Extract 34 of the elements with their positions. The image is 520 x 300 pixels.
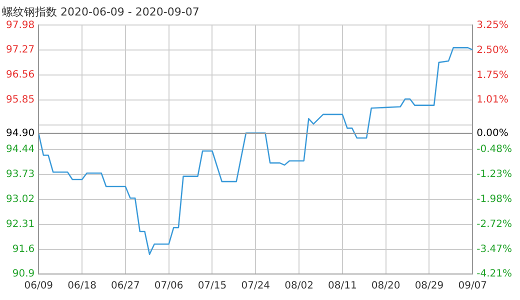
y-tick-label: 94.90 bbox=[6, 128, 35, 140]
y2-tick-label: 3.25% bbox=[476, 20, 508, 31]
y-tick-label: 94.44 bbox=[6, 144, 35, 156]
y-tick-label: 96.56 bbox=[6, 70, 35, 81]
y-tick-label: 95.85 bbox=[6, 94, 35, 106]
y2-tick-label: 0.00% bbox=[476, 128, 508, 140]
y2-tick-label: -1.98% bbox=[476, 194, 512, 206]
y2-tick-label: -0.48% bbox=[476, 144, 512, 156]
y2-tick-label: -1.23% bbox=[476, 169, 512, 180]
x-tick-label: 08/20 bbox=[371, 280, 400, 292]
y-tick-label: 97.27 bbox=[6, 44, 35, 56]
x-tick-label: 07/24 bbox=[241, 280, 270, 292]
x-tick-label: 06/27 bbox=[111, 280, 140, 292]
y2-tick-label: -2.72% bbox=[476, 218, 512, 230]
y-tick-label: 93.73 bbox=[6, 169, 35, 180]
x-tick-label: 08/11 bbox=[328, 280, 357, 292]
y2-tick-label: 2.50% bbox=[476, 44, 508, 56]
y-tick-label: 90.9 bbox=[12, 268, 35, 280]
y2-tick-label: -3.47% bbox=[476, 244, 512, 255]
chart-title: 螺纹钢指数 2020-06-09 - 2020-09-07 bbox=[2, 5, 200, 18]
x-tick-label: 08/29 bbox=[414, 280, 444, 292]
x-tick-label: 06/09 bbox=[24, 280, 54, 292]
x-tick-label: 08/02 bbox=[284, 280, 314, 292]
y2-tick-label: 1.75% bbox=[476, 70, 508, 81]
x-tick-label: 07/15 bbox=[198, 280, 227, 292]
y-tick-label: 91.6 bbox=[12, 244, 35, 255]
x-tick-label: 09/07 bbox=[458, 280, 488, 292]
y-tick-label: 93.02 bbox=[6, 194, 35, 206]
y2-tick-label: -4.21% bbox=[476, 268, 512, 280]
y-tick-label: 97.98 bbox=[6, 20, 35, 31]
y-tick-label: 92.31 bbox=[6, 219, 35, 230]
y2-tick-label: 1.01% bbox=[476, 94, 508, 106]
x-tick-label: 06/18 bbox=[68, 280, 96, 292]
x-tick-label: 07/06 bbox=[154, 280, 184, 292]
